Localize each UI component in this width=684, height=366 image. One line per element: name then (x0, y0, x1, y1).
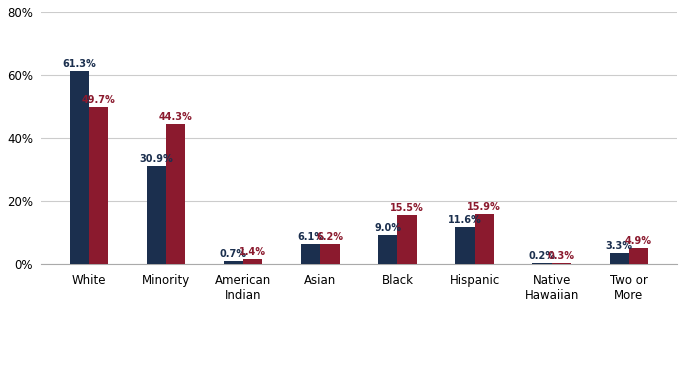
Text: 6.2%: 6.2% (317, 232, 343, 242)
Text: 61.3%: 61.3% (62, 59, 96, 69)
Text: 15.9%: 15.9% (467, 202, 501, 212)
Text: 1.4%: 1.4% (239, 247, 266, 257)
Bar (89, 107, 108, 264)
Bar (609, 253, 629, 264)
Bar (552, 262, 571, 264)
Bar (224, 261, 243, 264)
Bar (146, 167, 166, 264)
Text: 9.0%: 9.0% (374, 223, 402, 234)
Bar (70, 71, 89, 264)
Text: 49.7%: 49.7% (81, 95, 116, 105)
Bar (320, 244, 339, 264)
Bar (243, 259, 263, 264)
Bar (301, 244, 320, 264)
Text: 0.2%: 0.2% (529, 251, 555, 261)
Bar (629, 248, 648, 264)
Text: 6.1%: 6.1% (297, 232, 324, 242)
Bar (456, 227, 475, 264)
Bar (397, 215, 417, 264)
Text: 11.6%: 11.6% (448, 215, 482, 225)
Text: 30.9%: 30.9% (140, 154, 173, 164)
Text: 4.9%: 4.9% (625, 236, 652, 246)
Text: 0.7%: 0.7% (220, 250, 247, 259)
Text: 0.3%: 0.3% (548, 251, 575, 261)
Text: 44.3%: 44.3% (159, 112, 192, 122)
Bar (532, 263, 552, 264)
Text: 15.5%: 15.5% (390, 203, 424, 213)
Bar (475, 213, 494, 264)
Text: 3.3%: 3.3% (606, 241, 633, 251)
Bar (166, 124, 185, 264)
Bar (378, 235, 397, 264)
